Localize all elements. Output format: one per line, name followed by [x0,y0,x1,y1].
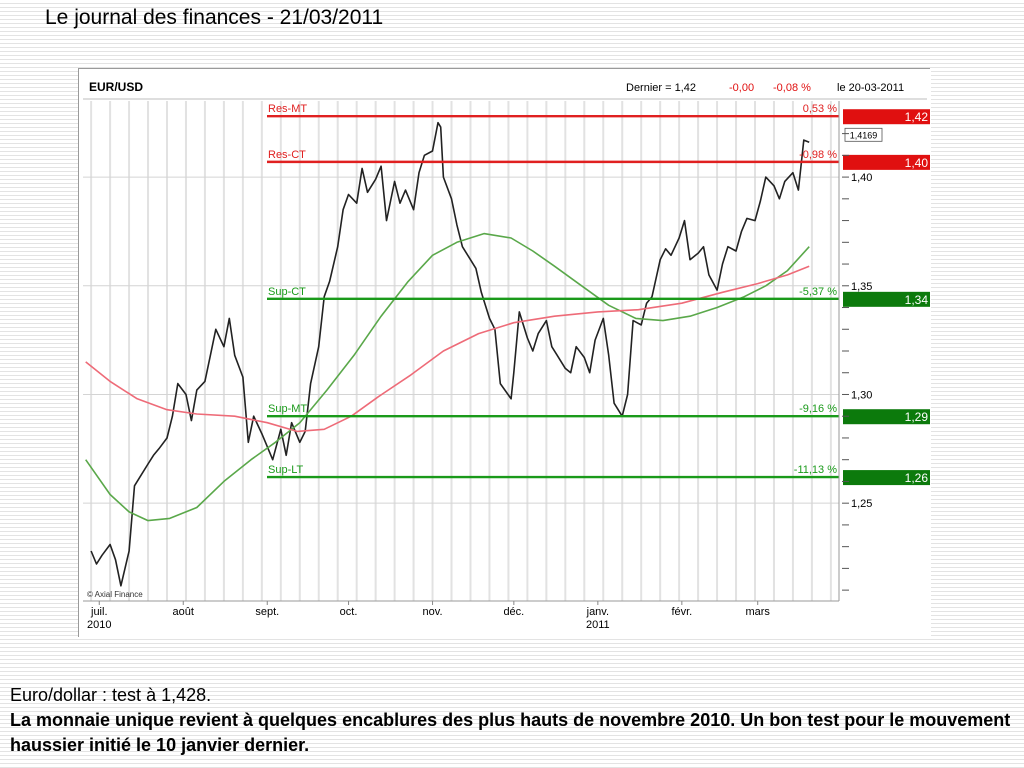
level-tag-label: 1,42 [905,110,929,124]
level-name-label: Res-MT [268,103,307,115]
chart-background [79,69,931,638]
y-tick-label: 1,30 [851,389,872,401]
level-name-label: Sup-LT [268,464,304,476]
change-abs-label: -0,00 [729,82,754,94]
change-pct-label: -0,08 % [773,82,811,94]
slide-title: Le journal des finances - 21/03/2011 [45,6,384,29]
x-tick-label: déc. [503,606,524,618]
x-tick-label: févr. [671,606,692,618]
level-pct-label: 0,53 % [803,103,837,115]
last-price-label: Dernier = 1,42 [626,82,696,94]
level-tag-label: 1,34 [905,293,929,307]
caption-line-1: Euro/dollar : test à 1,428. [10,685,212,705]
last-value-label: 1,4169 [850,130,878,140]
eurusd-chart: EUR/USD Dernier = 1,42 -0,00 -0,08 % le … [78,68,931,638]
level-name-label: Res-CT [268,149,306,161]
copyright-label: © Axial Finance [87,590,143,599]
caption-line-2: La monnaie unique revient à quelques enc… [10,710,1011,755]
level-tag-label: 1,40 [905,156,929,170]
caption: Euro/dollar : test à 1,428. La monnaie u… [10,683,1020,758]
series-line-price [90,121,810,587]
x-tick-label: sept. [255,606,279,618]
grid [83,101,839,601]
level-tag-box [843,470,930,486]
level-pct-label: -5,37 % [799,286,837,298]
date-label: le 20-03-2011 [837,82,904,94]
axis-layer: 1,25 1,30 1,35 1,40 juil.2010 août sept. oct. no… [83,101,872,631]
level-tag-box [843,409,930,425]
x-tick-label: mars [745,606,770,618]
x-tick-year-label: 2011 [586,619,610,631]
level-pct-label: -9,16 % [799,403,837,415]
level-pct-label: -11,13 % [794,464,837,476]
x-tick-label: nov. [423,606,443,618]
x-tick-label: août [173,606,194,618]
levels-layer: Res-MT 0,53 % 1,42 Res-CT -0,98 % 1,40 Sup-CT -… [267,103,930,486]
y-tick-label: 1,35 [851,281,872,293]
level-name-label: Sup-CT [268,286,306,298]
chart-instrument: EUR/USD [89,80,143,94]
series-line-ma_short [85,232,810,522]
x-tick-label: juil. [90,606,108,618]
level-name-label: Sup-MT [268,403,307,415]
last-value-box [844,127,883,142]
level-tag-box [843,291,930,307]
y-tick-label: 1,40 [851,172,872,184]
x-tick-year-label: 2010 [87,619,111,631]
chart-svg: EUR/USD Dernier = 1,42 -0,00 -0,08 % le … [79,69,931,638]
level-tag-box [843,109,930,125]
x-tick-label: janv. [586,606,609,618]
y-tick-label: 1,25 [851,498,872,510]
level-tag-box [843,154,930,170]
level-tag-label: 1,26 [905,471,929,485]
level-tag-label: 1,29 [905,410,929,424]
level-pct-label: -0,98 % [799,149,837,161]
x-tick-label: oct. [340,606,358,618]
